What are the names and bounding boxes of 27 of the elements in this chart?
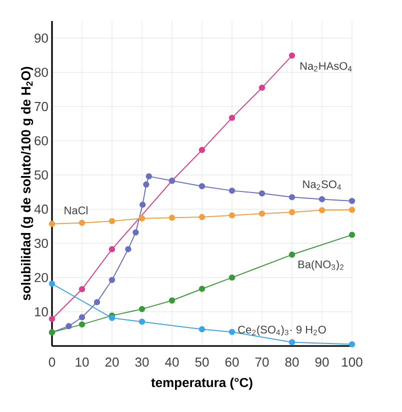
y-tick-label: 80	[34, 68, 48, 77]
series-label: Na$_{2}$HAsO$_{4}$	[300, 62, 352, 72]
x-tick-label: 90	[315, 358, 329, 367]
x-tick-label: 70	[255, 358, 269, 367]
x-tick-label: 60	[225, 358, 239, 367]
x-axis-title: temperatura (°C)	[151, 378, 252, 390]
x-tick-label: 80	[285, 358, 299, 367]
series-label: Na$_{2}$SO$_{4}$	[303, 180, 342, 190]
y-tick-label: 50	[34, 170, 48, 180]
y-tick-label: 20	[34, 272, 48, 282]
x-tick-label: 50	[195, 358, 209, 367]
text: Ce$_{2}$(SO$_{4}$)$_{3}$· 9 H$_{2}$O	[238, 325, 326, 336]
x-tick-label: 0	[48, 358, 56, 367]
y-tick-label: 10	[34, 307, 48, 316]
x-tick-label: 100	[342, 358, 362, 367]
series-label: NaCl	[64, 206, 88, 214]
y-tick-label: 60	[34, 136, 48, 146]
x-tick-label: 30	[135, 358, 149, 367]
series-label: Ba(NO$_{3}$)$_{2}$	[298, 260, 344, 270]
x-tick-label: 40	[165, 358, 179, 367]
y-tick-label: 70	[34, 102, 48, 112]
y-tick-label: 40	[34, 204, 48, 214]
y-axis-title: solubilidad (g de soluto/100 g de H$_{2}$O)	[20, 66, 34, 300]
y-tick-label: 30	[34, 238, 48, 248]
x-tick-label: 20	[105, 358, 119, 367]
y-tick-label: 90	[34, 34, 48, 43]
x-tick-label: 10	[76, 358, 89, 367]
